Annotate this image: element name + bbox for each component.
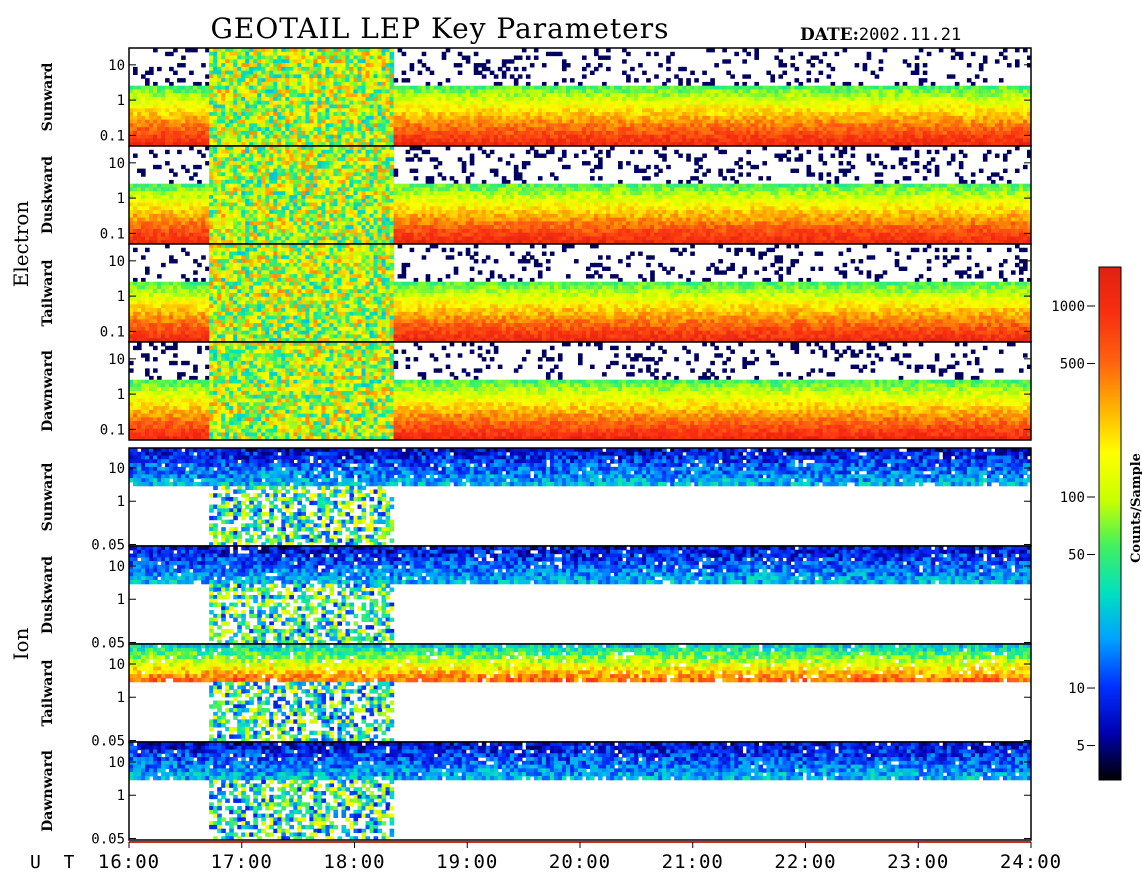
y-tick-label: 1 bbox=[117, 494, 125, 510]
y-tick-label: 0.05 bbox=[91, 831, 125, 847]
group-labels: Electron Ion bbox=[9, 201, 33, 661]
y-tick-label: 10 bbox=[108, 559, 125, 575]
y-tick-label: 10 bbox=[108, 755, 125, 771]
chart-title: GEOTAIL LEP Key Parameters bbox=[211, 12, 670, 45]
colorbar: 5 10 50 100 500 1000 Counts/Sample bbox=[1051, 266, 1142, 781]
x-tick-label: 17:00 bbox=[211, 851, 273, 873]
panel-name-label: Duskward bbox=[40, 556, 56, 634]
colorbar-tick-label: 1000 bbox=[1051, 299, 1085, 315]
heatmap-cells bbox=[129, 244, 1031, 342]
y-tick-label: 1 bbox=[117, 690, 125, 706]
colorbar-tick-label: 100 bbox=[1060, 490, 1085, 506]
group-label-ion: Ion bbox=[9, 627, 33, 660]
colorbar-tick-label: 500 bbox=[1060, 356, 1085, 372]
panel-name-label: Sunward bbox=[40, 62, 56, 131]
colorbar-tick-label: 50 bbox=[1068, 548, 1085, 564]
panel-name-label: Tailward bbox=[40, 659, 56, 726]
panel-sunward-ion: 0.05 1 10 Sunward bbox=[40, 447, 1032, 553]
heatmap-cells bbox=[129, 742, 1031, 840]
panel-name-label: Tailward bbox=[40, 259, 56, 326]
y-tick-label: 10 bbox=[108, 58, 125, 74]
y-tick-label: 0.1 bbox=[100, 422, 125, 438]
panel-name-label: Dawnward bbox=[40, 750, 56, 832]
y-tick-label: 0.1 bbox=[100, 128, 125, 144]
y-tick-label: 0.1 bbox=[100, 226, 125, 242]
y-tick-label: 0.05 bbox=[91, 537, 125, 553]
panel-duskward-electron: 0.1 1 10 Duskward bbox=[40, 145, 1032, 245]
time-axis: U T 16:00 17:00 18:00 19:00 20:00 21:00 22:00 2… bbox=[30, 841, 1062, 873]
colorbar-label: Counts/Sample bbox=[1129, 453, 1142, 563]
panel-tailward-electron: 0.1 1 10 Tailward bbox=[40, 243, 1032, 343]
y-tick-label: 1 bbox=[117, 93, 125, 109]
y-tick-label: 10 bbox=[108, 352, 125, 368]
x-tick-label: 16:00 bbox=[98, 851, 160, 873]
panel-dawnward-electron: 0.1 1 10 Dawnward bbox=[40, 341, 1032, 441]
y-tick-label: 10 bbox=[108, 461, 125, 477]
x-tick-label: 22:00 bbox=[774, 851, 836, 873]
heatmap-cells bbox=[129, 644, 1031, 742]
y-tick-label: 0.05 bbox=[91, 733, 125, 749]
panel-duskward-ion: 0.05 1 10 Duskward bbox=[40, 545, 1032, 651]
panel-name-label: Sunward bbox=[40, 462, 56, 531]
panel-tailward-ion: 0.05 1 10 Tailward bbox=[40, 643, 1032, 749]
y-tick-label: 1 bbox=[117, 788, 125, 804]
heatmap-cells bbox=[129, 48, 1031, 146]
colorbar-gradient bbox=[1098, 266, 1122, 781]
y-tick-label: 1 bbox=[117, 387, 125, 403]
y-tick-label: 1 bbox=[117, 289, 125, 305]
panel-frame bbox=[128, 741, 1032, 841]
y-tick-label: 0.05 bbox=[91, 635, 125, 651]
panel-sunward-electron: 0.1 1 10 Sunward bbox=[40, 47, 1032, 147]
y-tick-label: 10 bbox=[108, 156, 125, 172]
panel-dawnward-ion: 0.05 1 10 Dawnward bbox=[40, 741, 1032, 847]
heatmap-cells bbox=[129, 146, 1031, 244]
group-label-electron: Electron bbox=[9, 201, 33, 288]
x-tick-label: 20:00 bbox=[549, 851, 611, 873]
colorbar-tick-label: 10 bbox=[1068, 681, 1085, 697]
x-tick-label: 23:00 bbox=[887, 851, 949, 873]
y-tick-label: 10 bbox=[108, 254, 125, 270]
panel-name-label: Dawnward bbox=[40, 350, 56, 432]
date-value: 2002.11.21 bbox=[859, 25, 961, 45]
x-tick-label: 18:00 bbox=[323, 851, 385, 873]
y-tick-label: 10 bbox=[108, 657, 125, 673]
heatmap-cells bbox=[129, 342, 1031, 440]
y-tick-label: 1 bbox=[117, 592, 125, 608]
y-tick-label: 0.1 bbox=[100, 324, 125, 340]
spectrogram-panels: 0.1 1 10 Sunward 0.1 1 10 Duskward 0.1 1 10 Tailwar… bbox=[40, 47, 1032, 847]
date-readout: DATE:2002.11.21 bbox=[800, 25, 961, 45]
panel-frame bbox=[128, 341, 1032, 441]
date-label: DATE: bbox=[800, 25, 859, 45]
panel-name-label: Duskward bbox=[40, 156, 56, 234]
colorbar-tick-label: 5 bbox=[1077, 739, 1085, 755]
x-tick-label: 19:00 bbox=[436, 851, 498, 873]
y-tick-label: 1 bbox=[117, 191, 125, 207]
x-tick-label: 21:00 bbox=[662, 851, 724, 873]
heatmap-cells bbox=[129, 448, 1031, 546]
heatmap-cells bbox=[129, 546, 1031, 644]
time-axis-label: U T bbox=[30, 852, 81, 873]
x-tick-label: 24:00 bbox=[1000, 851, 1062, 873]
